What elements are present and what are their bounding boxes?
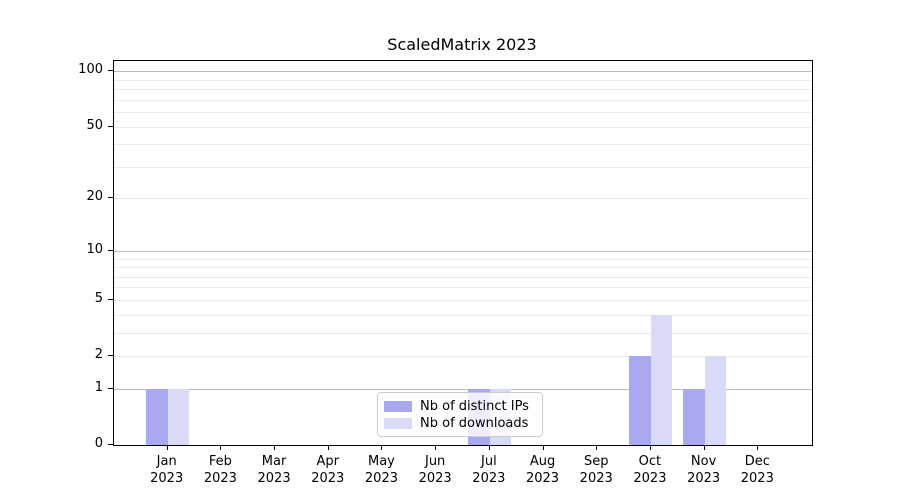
xtick-month-apr: Apr xyxy=(316,454,340,469)
gridline-minor-70 xyxy=(114,99,812,101)
gridline-major-100 xyxy=(114,71,812,73)
xtick-year-jan: 2023 xyxy=(150,471,184,486)
xtick-mark-jul xyxy=(488,445,490,450)
xtick-month-jul: Jul xyxy=(481,454,497,469)
gridline-minor-20 xyxy=(114,198,812,200)
ytick-mark-2 xyxy=(108,355,113,357)
gridline-minor-6 xyxy=(114,287,812,289)
gridline-minor-2 xyxy=(114,356,812,358)
xtick-label-oct: Oct 2023 xyxy=(618,453,682,487)
xtick-month-may: May xyxy=(368,454,395,469)
xtick-label-aug: Aug 2023 xyxy=(511,453,575,487)
xtick-label-may: May 2023 xyxy=(349,453,413,487)
xtick-label-feb: Feb 2023 xyxy=(188,453,252,487)
xtick-mark-aug xyxy=(542,445,544,450)
chart-title: ScaledMatrix 2023 xyxy=(387,35,537,54)
ytick-mark-1 xyxy=(108,387,113,389)
xtick-year-may: 2023 xyxy=(364,471,398,486)
gridline-minor-90 xyxy=(114,79,812,81)
xtick-mark-mar xyxy=(274,445,276,450)
xtick-mark-oct xyxy=(649,445,651,450)
xtick-mark-jun xyxy=(435,445,437,450)
ytick-label-5: 5 xyxy=(94,290,103,306)
ytick-mark-50 xyxy=(108,125,113,127)
xtick-label-jul: Jul 2023 xyxy=(457,453,521,487)
legend-swatch-downloads xyxy=(384,417,412,429)
gridline-minor-8 xyxy=(114,267,812,269)
legend: Nb of distinct IPs Nb of downloads xyxy=(377,392,543,437)
ytick-label-2: 2 xyxy=(94,347,103,363)
gridline-minor-40 xyxy=(114,144,812,146)
legend-item-downloads: Nb of downloads xyxy=(384,415,534,431)
ytick-mark-10 xyxy=(108,249,113,251)
xtick-label-jan: Jan 2023 xyxy=(135,453,199,487)
xtick-month-sep: Sep xyxy=(583,454,609,469)
xtick-label-jun: Jun 2023 xyxy=(403,453,467,487)
xtick-month-oct: Oct xyxy=(638,454,662,469)
xtick-mark-dec xyxy=(757,445,759,450)
ytick-mark-20 xyxy=(108,197,113,199)
ytick-mark-100 xyxy=(108,70,113,72)
ytick-mark-0 xyxy=(108,444,113,445)
xtick-year-nov: 2023 xyxy=(687,471,721,486)
xtick-label-dec: Dec 2023 xyxy=(725,453,789,487)
ytick-label-20: 20 xyxy=(86,189,103,205)
bar-ips-jan xyxy=(146,388,168,445)
gridline-major-1 xyxy=(114,388,812,390)
legend-swatch-distinct-ips xyxy=(384,400,412,412)
xtick-year-dec: 2023 xyxy=(740,471,774,486)
plot-area xyxy=(113,60,813,446)
xtick-month-nov: Nov xyxy=(690,454,717,469)
xtick-month-aug: Aug xyxy=(529,454,556,469)
xtick-label-nov: Nov 2023 xyxy=(672,453,736,487)
xtick-year-mar: 2023 xyxy=(257,471,291,486)
legend-item-distinct-ips: Nb of distinct IPs xyxy=(384,398,534,414)
gridline-minor-50 xyxy=(114,126,812,128)
gridline-minor-3 xyxy=(114,332,812,334)
legend-label-distinct-ips: Nb of distinct IPs xyxy=(420,398,529,414)
gridline-minor-4 xyxy=(114,314,812,316)
ytick-mark-5 xyxy=(108,298,113,300)
gridline-minor-7 xyxy=(114,276,812,278)
xtick-mark-sep xyxy=(596,445,598,450)
xtick-month-dec: Dec xyxy=(744,454,770,469)
xtick-year-jul: 2023 xyxy=(472,471,506,486)
gridline-minor-5 xyxy=(114,299,812,301)
ytick-label-50: 50 xyxy=(86,117,103,133)
xtick-mark-nov xyxy=(703,445,705,450)
ytick-label-1: 1 xyxy=(94,379,103,395)
bar-ips-oct xyxy=(629,356,651,445)
xtick-year-jun: 2023 xyxy=(418,471,452,486)
xtick-year-sep: 2023 xyxy=(579,471,613,486)
bar-ips-nov xyxy=(683,388,705,445)
bar-downloads-nov xyxy=(704,356,727,445)
gridline-minor-80 xyxy=(114,89,812,91)
bar-downloads-oct xyxy=(650,314,673,445)
xtick-label-apr: Apr 2023 xyxy=(296,453,360,487)
xtick-mark-feb xyxy=(220,445,222,450)
ytick-label-0: 0 xyxy=(94,436,103,451)
ytick-label-100: 100 xyxy=(78,62,103,78)
xtick-month-mar: Mar xyxy=(261,454,287,469)
xtick-month-jan: Jan xyxy=(156,454,177,469)
xtick-year-apr: 2023 xyxy=(311,471,345,486)
legend-label-downloads: Nb of downloads xyxy=(420,415,529,431)
xtick-month-feb: Feb xyxy=(208,454,232,469)
gridline-minor-30 xyxy=(114,166,812,168)
xtick-label-mar: Mar 2023 xyxy=(242,453,306,487)
xtick-mark-apr xyxy=(327,445,329,450)
xtick-year-oct: 2023 xyxy=(633,471,667,486)
xtick-year-aug: 2023 xyxy=(525,471,560,486)
gridline-major-10 xyxy=(114,250,812,252)
gridline-minor-60 xyxy=(114,112,812,114)
xtick-year-feb: 2023 xyxy=(203,471,237,486)
gridline-minor-9 xyxy=(114,258,812,260)
xtick-mark-jan xyxy=(166,445,168,450)
xtick-mark-may xyxy=(381,445,383,450)
bar-downloads-jan xyxy=(167,388,190,445)
xtick-month-jun: Jun xyxy=(424,454,446,469)
ytick-label-10: 10 xyxy=(86,241,103,257)
xtick-label-sep: Sep 2023 xyxy=(564,453,628,487)
